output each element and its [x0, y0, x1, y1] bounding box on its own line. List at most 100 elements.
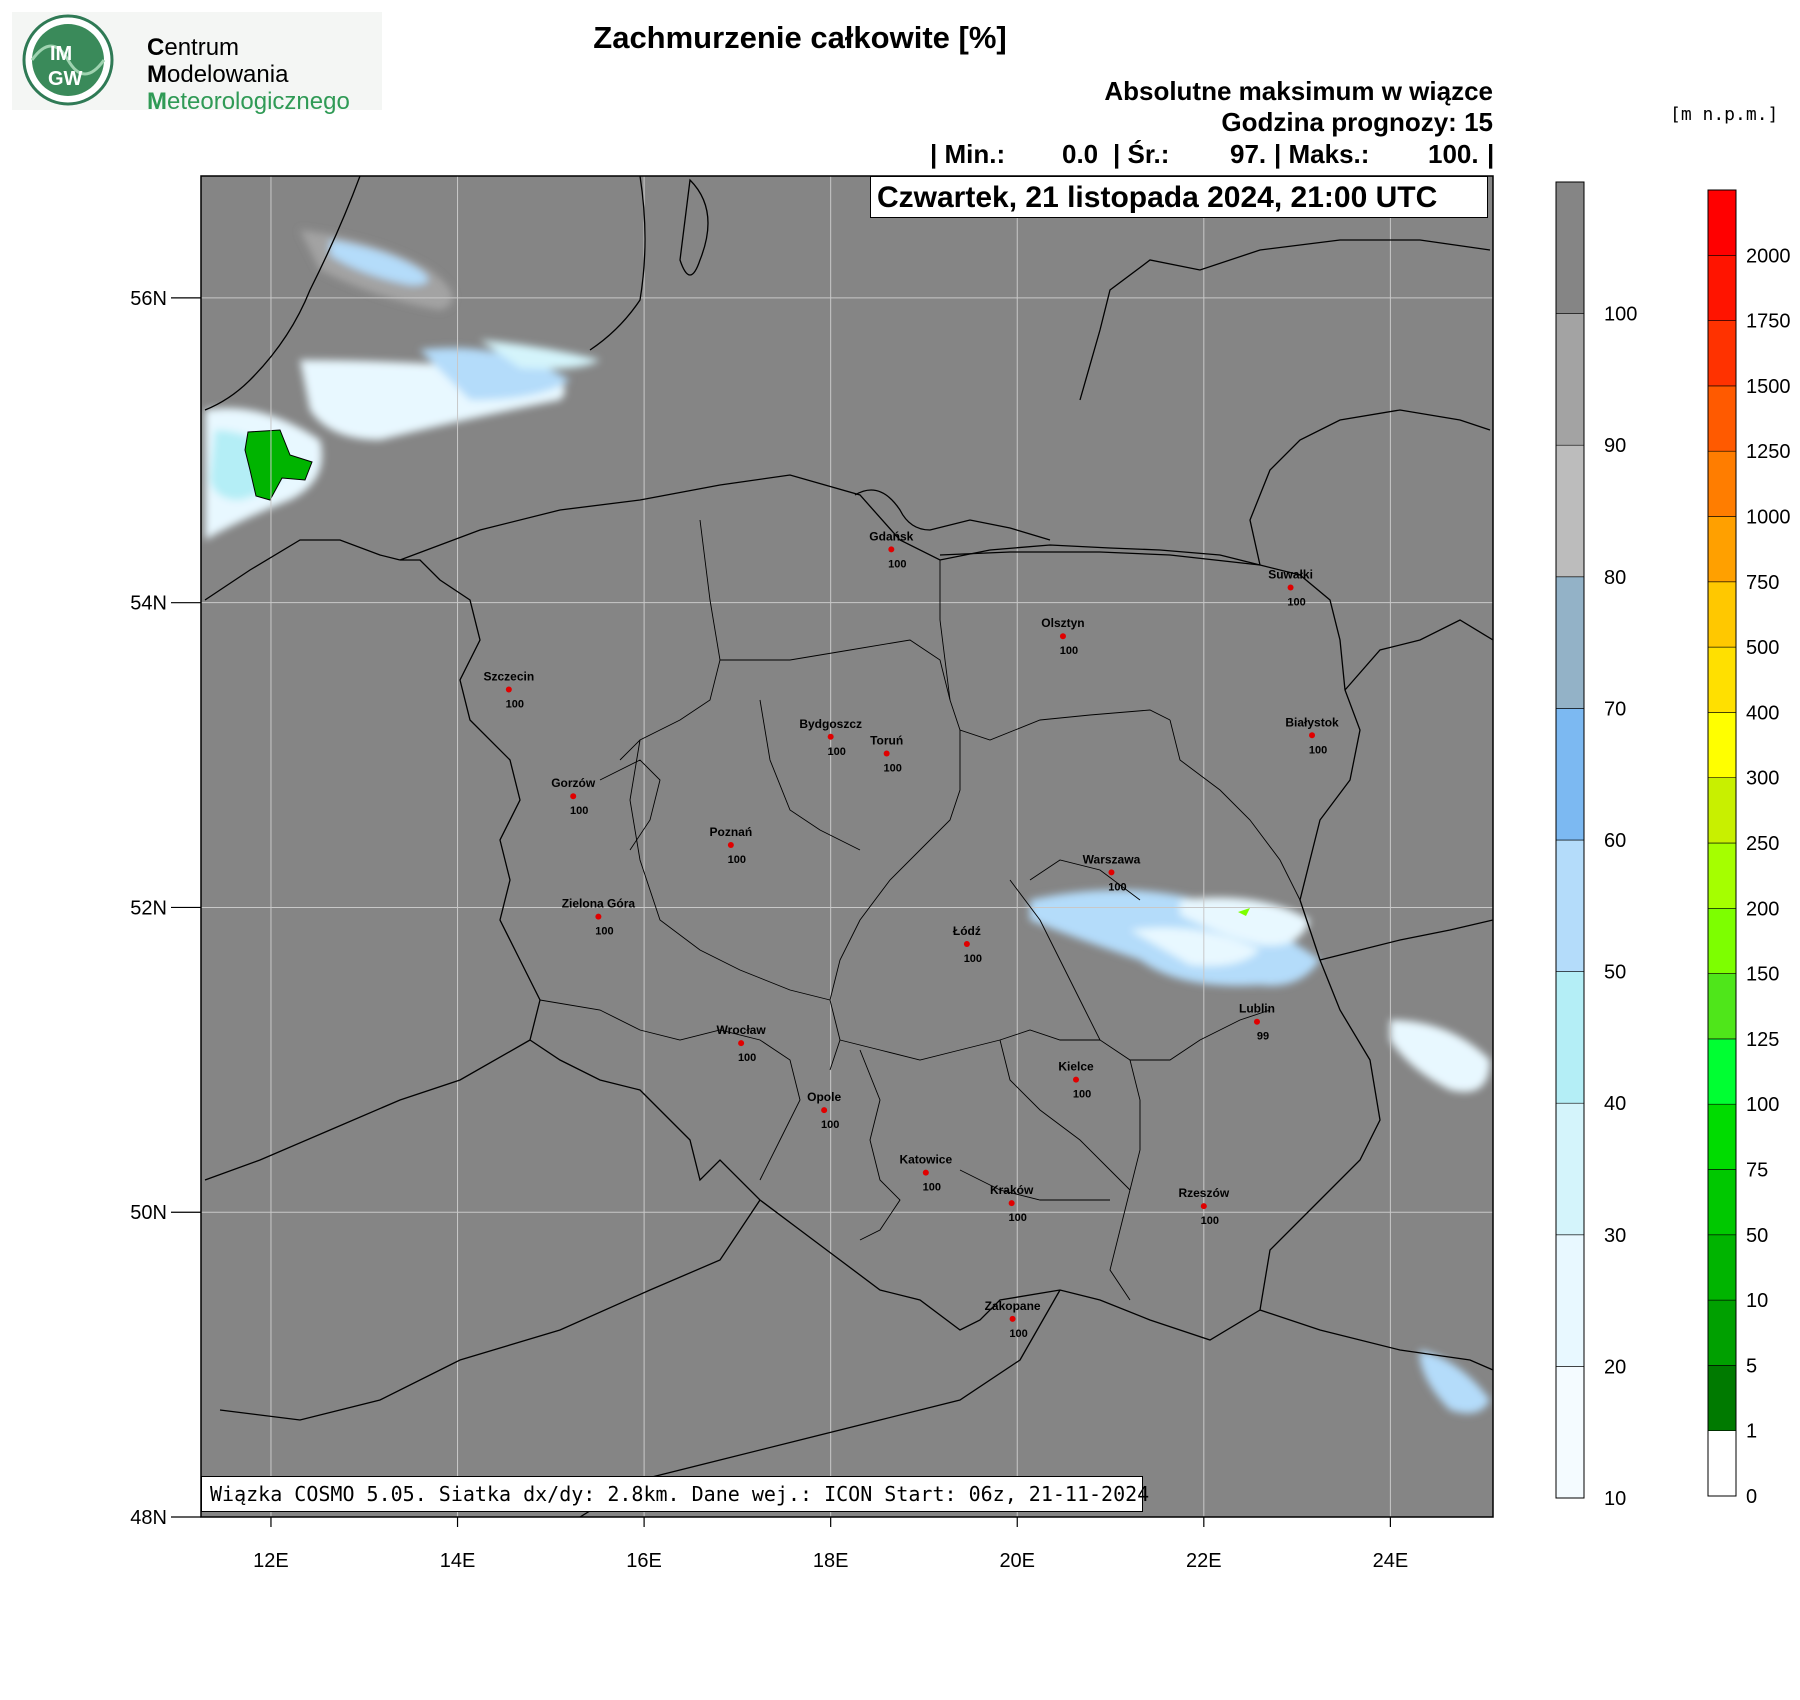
city-marker: Kielce 100: [1058, 1060, 1094, 1101]
city-name: Rzeszów: [1178, 1186, 1229, 1200]
city-dot: [1008, 1200, 1015, 1207]
city-value: 100: [1009, 1328, 1027, 1340]
logo-line2: odelowania: [167, 61, 289, 88]
terrain-colorbar-label: 300: [1746, 768, 1779, 790]
city-name: Warszawa: [1083, 852, 1141, 866]
terrain-colorbar-segment: [1707, 777, 1737, 844]
city-marker: Bydgoszcz 100: [799, 717, 862, 758]
belarus-border: [1344, 619, 1493, 691]
cloud-cover-colorbar: 10 20 30 40 50 60 70 80 90 100: [1555, 181, 1637, 1510]
city-marker: Gorzów 100: [551, 776, 596, 817]
city-value: 100: [1073, 1089, 1091, 1101]
terrain-colorbar-segment: [1707, 1038, 1737, 1105]
chart-title: Zachmurzenie całkowite [%]: [593, 20, 1007, 55]
city-dot: [1059, 633, 1066, 640]
city-name: Białystok: [1285, 715, 1339, 729]
city-dot: [1108, 869, 1115, 876]
terrain-colorbar-label: 1: [1746, 1421, 1757, 1443]
terrain-colorbar-segment: [1707, 189, 1737, 256]
city-value: 100: [1201, 1215, 1219, 1227]
terrain-colorbar-label: 1750: [1746, 311, 1791, 333]
city-value: 100: [738, 1052, 756, 1064]
terrain-colorbar-label: 75: [1746, 1160, 1768, 1182]
terrain-colorbar-label: 750: [1746, 572, 1779, 594]
stat-min-value: 0.0: [1062, 139, 1099, 169]
terrain-colorbar-label: 2000: [1746, 245, 1791, 267]
city-marker: Katowice 100: [899, 1153, 952, 1194]
cloud-colorbar-label: 80: [1604, 567, 1626, 589]
lon-label: 16E: [626, 1550, 662, 1572]
city-name: Kielce: [1058, 1060, 1094, 1074]
city-marker: Zielona Góra 100: [562, 897, 636, 938]
stat-avg-label: | Śr.:: [1113, 139, 1170, 169]
city-value: 100: [1060, 645, 1078, 657]
cloud-colorbar-segment: [1555, 313, 1585, 446]
terrain-colorbar-label: 0: [1746, 1486, 1757, 1508]
city-marker: Zakopane 100: [985, 1299, 1041, 1340]
kaliningrad-border: [939, 551, 1261, 566]
city-name: Toruń: [870, 734, 903, 748]
model-info-footer: Wiązka COSMO 5.05. Siatka dx/dy: 2.8km. …: [201, 1476, 1149, 1512]
city-dot: [1200, 1203, 1207, 1210]
terrain-colorbar-segment: [1707, 712, 1737, 779]
city-value: 99: [1257, 1031, 1269, 1043]
terrain-colorbar-segment: [1707, 385, 1737, 452]
city-name: Łódź: [953, 924, 981, 938]
city-name: Gorzów: [551, 776, 596, 790]
lon-label: 20E: [999, 1550, 1035, 1572]
emblem-text-top: IM: [50, 43, 72, 65]
stat-min-label: | Min.:: [930, 139, 1006, 169]
terrain-colorbar-segment: [1707, 255, 1737, 321]
terrain-colorbar-label: 5: [1746, 1355, 1757, 1377]
terrain-colorbar-segment: [1707, 907, 1737, 974]
city-dot: [595, 913, 602, 920]
city-marker: Gdańsk 100: [869, 529, 913, 570]
stat-end-bar: |: [1487, 139, 1495, 169]
lon-label: 18E: [813, 1550, 849, 1572]
terrain-colorbar-label: 1000: [1746, 507, 1791, 529]
city-dot: [888, 546, 895, 553]
city-marker: Toruń 100: [870, 734, 903, 775]
terrain-colorbar-label: 50: [1746, 1225, 1768, 1247]
terrain-colorbar-segment: [1707, 1103, 1737, 1170]
city-dot: [1073, 1076, 1080, 1083]
city-name: Wrocław: [717, 1023, 767, 1037]
cloud-colorbar-segment: [1555, 1102, 1585, 1236]
map-frame: [200, 175, 1494, 1518]
city-dot: [505, 686, 512, 693]
map-axes: 56N 54N 52N 50N 48N 12E 14E 16E 18E 20E 22E 24E: [130, 288, 1408, 1572]
city-dot: [821, 1107, 828, 1114]
city-name: Gdańsk: [869, 529, 913, 543]
logo-line2-initial: M: [147, 61, 167, 88]
city-name: Lublin: [1239, 1002, 1275, 1016]
logo-wordmark: Centrum Modelowania Meteorologicznego: [147, 34, 350, 115]
terrain-colorbar-label: 200: [1746, 898, 1779, 920]
terrain-colorbar-segment: [1707, 646, 1737, 713]
city-marker: Łódź 100: [953, 924, 982, 965]
czech-border: [204, 1039, 531, 1181]
imgw-emblem-icon: IM GW: [22, 14, 114, 106]
cloud-colorbar-label: 90: [1604, 435, 1626, 457]
lon-label: 14E: [440, 1550, 476, 1572]
city-dot: [883, 750, 890, 757]
city-value: 100: [827, 746, 845, 758]
terrain-colorbar-segment: [1707, 973, 1737, 1040]
terrain-colorbar-label: 1250: [1746, 441, 1791, 463]
terrain-colorbar-segment: [1707, 450, 1737, 517]
city-value: 100: [1008, 1212, 1026, 1224]
terrain-colorbar-segment: [1707, 1169, 1737, 1236]
terrain-colorbar-segment: [1707, 516, 1737, 583]
ukraine-border: [1319, 919, 1493, 961]
terrain-spot: [1238, 908, 1250, 916]
terrain-colorbar-segment: [1707, 320, 1737, 387]
city-dot: [1253, 1018, 1260, 1025]
city-value: 100: [570, 805, 588, 817]
city-dot: [1309, 732, 1316, 739]
city-marker: Poznań 100: [710, 825, 753, 866]
city-name: Kraków: [990, 1183, 1034, 1197]
terrain-colorbar-segment: [1707, 1299, 1737, 1366]
lat-lon-grid: [201, 176, 1493, 1517]
city-name: Poznań: [710, 825, 753, 839]
terrain-colorbar-segment: [1707, 1234, 1737, 1301]
cloud-colorbar-label: 20: [1604, 1356, 1626, 1378]
